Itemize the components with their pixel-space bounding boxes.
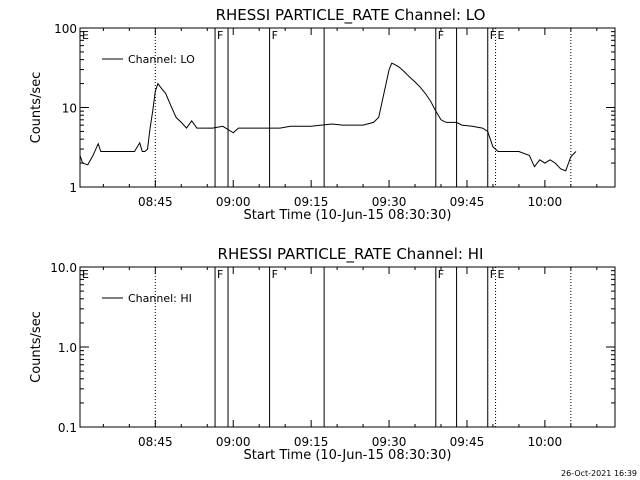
y-axis-label: Counts/sec [29,311,44,383]
legend-label: Channel: HI [128,292,192,305]
x-tick-label: 09:00 [216,435,251,449]
annotation-label: E [498,29,505,42]
y-tick-label: 100 [54,22,77,36]
annotation-label: F [438,268,444,281]
plot-frame [79,27,616,188]
chart-title: RHESSI PARTICLE_RATE Channel: HI [218,245,484,264]
x-tick-label: 10:00 [528,195,563,209]
x-tick-label: 09:30 [372,435,407,449]
x-tick-label: 09:30 [372,195,407,209]
x-tick-label: 09:45 [450,435,485,449]
y-tick-label: 0.1 [58,421,77,435]
series-line [79,62,577,172]
y-tick-label: 10 [62,102,77,116]
annotation-label: E [82,268,89,281]
y-axis-label: Counts/sec [29,72,44,144]
lo-channel-plot: RHESSI PARTICLE_RATE Channel: LO 08:45 09:… [29,6,616,223]
hi-channel-plot: RHESSI PARTICLE_RATE Channel: HI 08:45 09:… [29,245,616,463]
legend-label: Channel: LO [128,53,195,66]
x-tick-label: 09:45 [450,195,485,209]
x-tick-label: 09:15 [294,435,329,449]
x-tick-label: 10:00 [528,435,563,449]
x-tick-label: 08:45 [138,435,173,449]
x-tick-label: 08:45 [138,195,173,209]
x-tick-label: 09:00 [216,195,251,209]
annotation-label: F [272,29,278,42]
y-tick-label: 1 [69,181,77,195]
annotation-label: F [490,268,496,281]
annotation-label: E [498,268,505,281]
x-axis-label: Start Time (10-Jun-15 08:30:30) [244,208,452,223]
annotation-label: F [438,29,444,42]
annotation-label: F [272,268,278,281]
annotation-label: E [82,29,89,42]
annotation-label: F [217,29,223,42]
x-axis-label: Start Time (10-Jun-15 08:30:30) [244,448,452,463]
y-tick-label: 1.0 [58,341,77,355]
annotation-label: F [217,268,223,281]
y-tick-label: 10.0 [50,261,77,275]
chart-title: RHESSI PARTICLE_RATE Channel: LO [216,6,486,25]
annotation-label: F [490,29,496,42]
footer-timestamp: 26-Oct-2021 16:39 [561,469,637,478]
plot-frame [79,266,616,428]
x-tick-label: 09:15 [294,195,329,209]
